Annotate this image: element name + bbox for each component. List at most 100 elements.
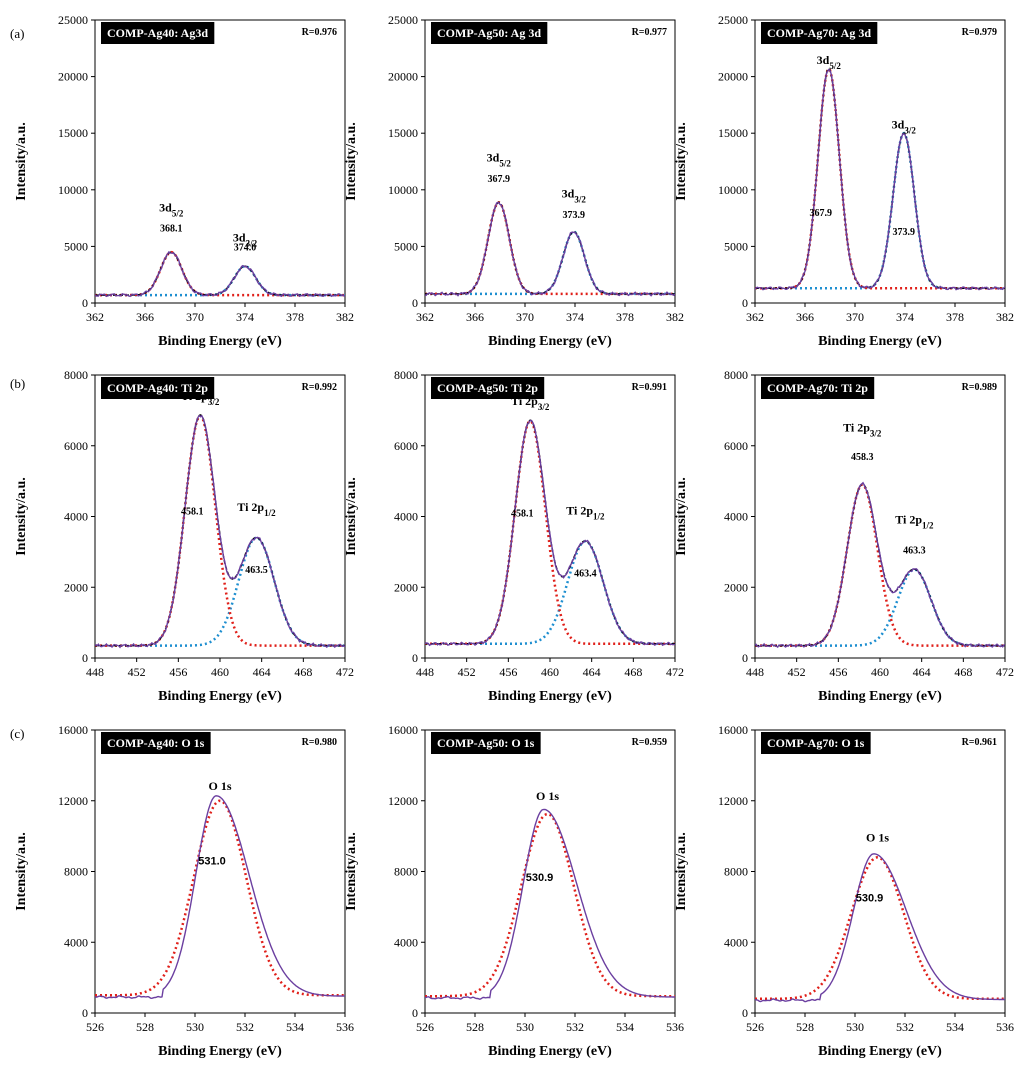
peak-position-label: 530.9	[856, 893, 884, 905]
y-tick-label: 0	[742, 296, 748, 310]
y-tick-label: 2000	[724, 580, 748, 594]
y-tick-label: 15000	[58, 126, 88, 140]
peak-label-subscript: 3/2	[208, 397, 220, 407]
x-tick-label: 382	[996, 310, 1014, 324]
plot-frame	[754, 19, 1006, 304]
x-tick-label: 472	[336, 665, 354, 679]
peak-label-main: 3d	[487, 151, 500, 165]
y-tick-label: 0	[82, 651, 88, 665]
chart-panel-8: 0 4000 8000 12000 16000 526 528 530 532 534 536 Bin…	[344, 723, 684, 1059]
y-tick-label: 6000	[724, 439, 748, 453]
peak-position-label: 463.4	[574, 569, 597, 580]
x-tick-label: 530	[846, 1020, 864, 1034]
peak-label-subscript: 1/2	[922, 521, 934, 531]
y-tick-label: 4000	[724, 510, 748, 524]
x-axis-label: Binding Energy (eV)	[488, 1044, 612, 1059]
y-axis-label: Intensity/a.u.	[344, 477, 359, 556]
x-tick-label: 374	[236, 310, 254, 324]
x-tick-label: 382	[336, 310, 354, 324]
peak-label: Ti 2p3/2	[843, 421, 882, 439]
chart-panel-6: 0 2000 4000 6000 8000 448 452 456 460 464 468 472 Bi…	[674, 368, 1014, 704]
peak-label: Ti 2p3/2	[511, 394, 550, 412]
x-tick-label: 460	[541, 665, 559, 679]
y-axis-label: Intensity/a.u.	[14, 122, 29, 201]
x-tick-label: 526	[746, 1020, 764, 1034]
x-tick-label: 452	[788, 665, 806, 679]
chart-panel-5: 0 2000 4000 6000 8000 448 452 456 460 464 468 472 Bi…	[344, 368, 684, 704]
plot-area	[425, 200, 675, 297]
peak-label-subscript: 3/2	[574, 195, 586, 205]
x-tick-label: 460	[211, 665, 229, 679]
plot-frame	[424, 374, 676, 659]
y-tick-label: 15000	[718, 126, 748, 140]
peak-position-label: 373.9	[563, 210, 586, 221]
peak-position-label: 531.0	[198, 855, 226, 867]
peak-label-subscript: 5/2	[172, 208, 184, 218]
peak-label-main: 3d	[233, 230, 246, 244]
peak-label: 3d3/2	[892, 118, 917, 136]
peak-position-label: 463.5	[245, 565, 268, 576]
chart-title: COMP-Ag50: Ag 3d	[437, 26, 541, 40]
series-experimental	[95, 414, 345, 649]
y-tick-label: 25000	[58, 13, 88, 27]
y-tick-label: 6000	[394, 439, 418, 453]
chart-title-box	[101, 22, 215, 44]
y-tick-label: 0	[412, 1006, 418, 1020]
x-tick-label: 532	[896, 1020, 914, 1034]
chart-title-box	[101, 732, 211, 754]
chart-title-box	[431, 22, 548, 44]
peak-position-label: 367.9	[488, 174, 511, 185]
x-tick-label: 530	[186, 1020, 204, 1034]
x-tick-label: 362	[86, 310, 104, 324]
y-tick-label: 4000	[394, 935, 418, 949]
x-axis-label: Binding Energy (eV)	[158, 689, 282, 704]
x-tick-label: 370	[846, 310, 864, 324]
chart-panel-4: 0 2000 4000 6000 8000 448 452 456 460 464 468 472 Bi…	[14, 368, 354, 704]
series-fit-total	[425, 201, 675, 295]
series-experimental	[425, 808, 675, 1000]
series-peak-1	[95, 799, 345, 997]
y-tick-label: 4000	[394, 510, 418, 524]
chart-title: COMP-Ag40: Ag3d	[107, 26, 208, 40]
x-tick-label: 370	[516, 310, 534, 324]
x-tick-label: 468	[294, 665, 312, 679]
x-tick-label: 534	[286, 1020, 304, 1034]
peak-label: 3d5/2	[159, 200, 184, 218]
peak-label-subscript: 3/2	[246, 238, 258, 248]
y-tick-label: 0	[82, 1006, 88, 1020]
x-tick-label: 366	[466, 310, 484, 324]
peak-label: O 1s	[536, 789, 559, 803]
r-value: R=0.976	[302, 27, 337, 38]
peak-label: 3d3/2	[233, 230, 258, 248]
peak-label-subscript: 5/2	[499, 159, 511, 169]
x-axis-label: Binding Energy (eV)	[818, 1044, 942, 1059]
r-value: R=0.992	[302, 382, 337, 393]
series-experimental	[425, 201, 675, 297]
r-value: R=0.979	[962, 27, 997, 38]
peak-position-label: 463.3	[903, 546, 926, 557]
y-tick-label: 5000	[394, 239, 418, 253]
peak-label-subscript: 1/2	[264, 508, 276, 518]
x-tick-label: 362	[746, 310, 764, 324]
x-axis-label: Binding Energy (eV)	[488, 334, 612, 349]
plot-area	[755, 853, 1005, 1003]
x-tick-label: 468	[624, 665, 642, 679]
y-tick-label: 2000	[64, 580, 88, 594]
y-tick-label: 20000	[388, 70, 418, 84]
x-tick-label: 532	[566, 1020, 584, 1034]
plot-area	[755, 66, 1005, 291]
y-tick-label: 0	[412, 296, 418, 310]
y-tick-label: 5000	[724, 239, 748, 253]
x-tick-label: 472	[996, 665, 1014, 679]
plot-area	[95, 795, 345, 1000]
peak-label-main: Ti 2p	[181, 389, 208, 403]
plot-area	[425, 419, 675, 647]
y-tick-label: 6000	[64, 439, 88, 453]
x-tick-label: 366	[136, 310, 154, 324]
r-value: R=0.961	[962, 737, 997, 748]
x-tick-label: 378	[946, 310, 964, 324]
peak-position-label: 458.3	[851, 452, 874, 463]
plot-frame	[754, 729, 1006, 1014]
y-tick-label: 25000	[388, 13, 418, 27]
peak-label: O 1s	[866, 830, 889, 844]
